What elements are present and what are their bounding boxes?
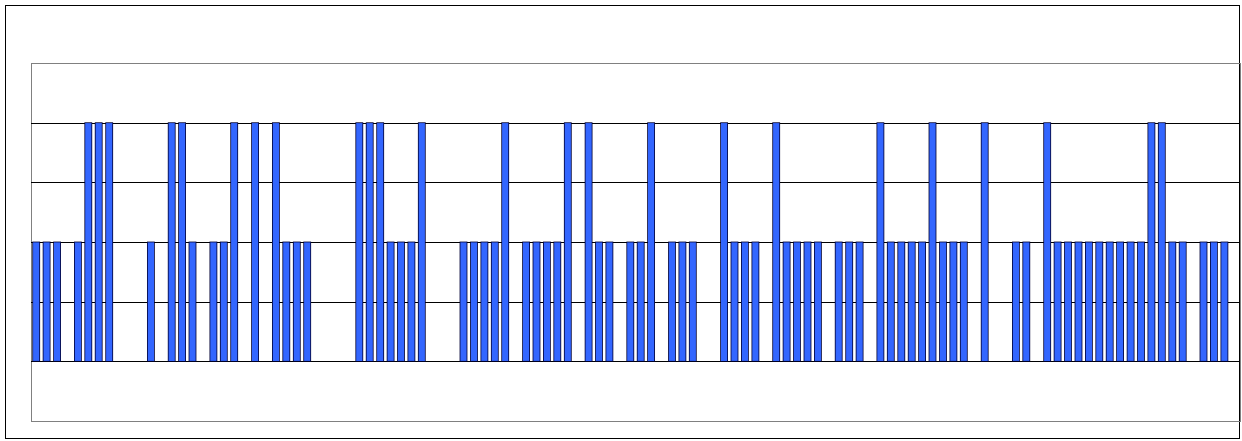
bar-3 [74, 241, 82, 362]
bar-36 [584, 122, 593, 362]
bar-27 [470, 241, 478, 362]
bar-78 [1137, 241, 1145, 362]
bar-51 [793, 241, 801, 362]
bar-29 [490, 241, 499, 362]
bar-24 [407, 241, 416, 362]
bar-48 [751, 241, 760, 362]
bar-80 [1157, 122, 1166, 362]
bar-65 [959, 241, 968, 362]
bar-11 [209, 241, 218, 362]
bar-4 [84, 122, 93, 362]
bar-70 [1053, 241, 1062, 362]
bar-26 [459, 241, 468, 362]
bar-55 [845, 241, 854, 362]
bar-32 [532, 241, 541, 362]
bar-54 [834, 241, 843, 362]
bar-12 [219, 241, 228, 362]
bar-52 [803, 241, 812, 362]
bar-47 [741, 241, 749, 362]
bar-45 [720, 122, 728, 362]
bar-44 [688, 241, 697, 362]
bar-66 [980, 122, 989, 362]
bar-8 [167, 122, 176, 362]
bar-81 [1168, 241, 1177, 362]
bar-37 [595, 241, 603, 362]
bar-79 [1147, 122, 1156, 362]
bar-76 [1116, 241, 1124, 362]
bar-38 [605, 241, 614, 362]
bar-16 [282, 241, 291, 362]
bar-30 [501, 122, 510, 362]
bar-7 [146, 241, 155, 362]
bar-34 [553, 241, 562, 362]
bar-57 [876, 122, 885, 362]
bar-6 [105, 122, 114, 362]
bar-21 [376, 122, 385, 362]
bar-23 [397, 241, 405, 362]
bar-68 [1022, 241, 1031, 362]
bar-9 [178, 122, 187, 362]
bar-64 [949, 241, 958, 362]
bar-61 [918, 241, 926, 362]
bar-18 [303, 241, 312, 362]
bar-53 [814, 241, 822, 362]
bar-0 [32, 241, 41, 362]
bar-71 [1064, 241, 1072, 362]
bar-73 [1085, 241, 1093, 362]
bar-63 [939, 241, 947, 362]
bar-46 [730, 241, 739, 362]
bar-82 [1178, 241, 1187, 362]
bar-25 [417, 122, 426, 362]
bar-72 [1074, 241, 1083, 362]
bar-31 [522, 241, 530, 362]
bar-14 [251, 122, 260, 362]
bar-56 [855, 241, 864, 362]
bar-33 [543, 241, 551, 362]
bar-43 [678, 241, 687, 362]
bar-2 [53, 241, 61, 362]
bar-50 [782, 241, 791, 362]
bar-42 [668, 241, 676, 362]
bar-13 [230, 122, 239, 362]
bar-83 [1199, 241, 1208, 362]
bar-77 [1126, 241, 1135, 362]
chart-frame [5, 5, 1240, 439]
bar-35 [563, 122, 572, 362]
bar-62 [928, 122, 937, 362]
bar-41 [647, 122, 655, 362]
bar-59 [897, 241, 906, 362]
bar-22 [386, 241, 395, 362]
bar-58 [886, 241, 895, 362]
bar-15 [271, 122, 280, 362]
bar-20 [365, 122, 374, 362]
bar-19 [355, 122, 364, 362]
bar-85 [1220, 241, 1229, 362]
bar-69 [1043, 122, 1052, 362]
bar-40 [636, 241, 645, 362]
bar-74 [1095, 241, 1104, 362]
bar-10 [188, 241, 197, 362]
bar-1 [42, 241, 51, 362]
bar-75 [1105, 241, 1114, 362]
bar-49 [772, 122, 781, 362]
bar-5 [94, 122, 103, 362]
bar-84 [1210, 241, 1218, 362]
bar-28 [480, 241, 489, 362]
bar-39 [626, 241, 635, 362]
bar-17 [292, 241, 301, 362]
bar-67 [1012, 241, 1020, 362]
bar-60 [907, 241, 916, 362]
